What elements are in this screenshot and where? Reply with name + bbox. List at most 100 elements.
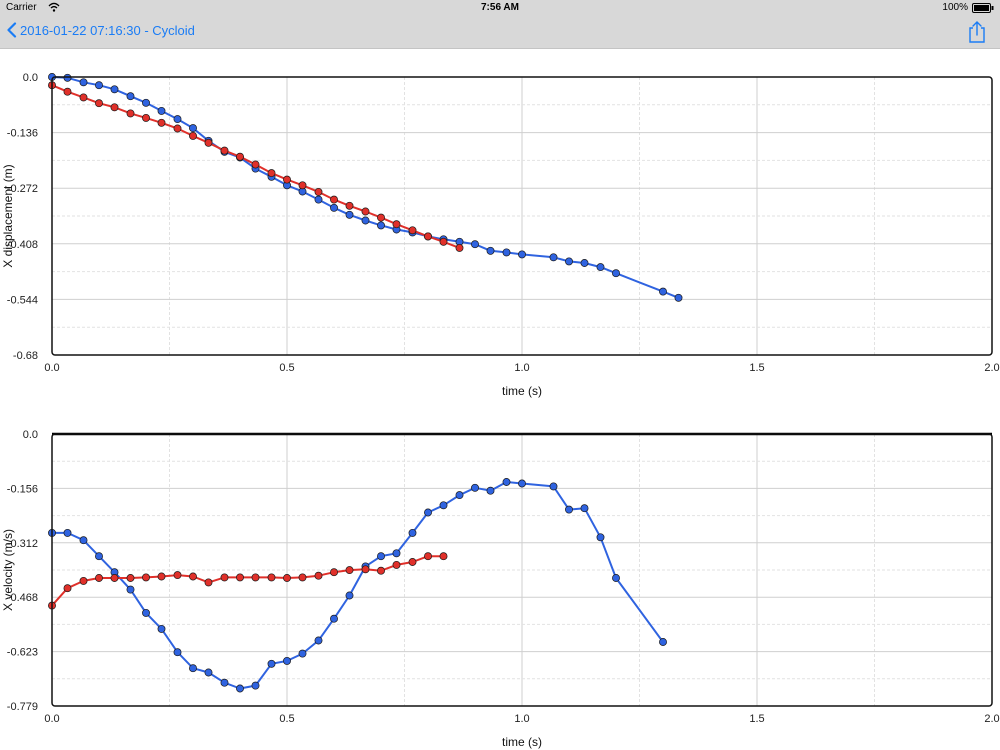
data-point <box>95 574 103 582</box>
data-point <box>173 115 182 124</box>
data-point <box>204 138 213 147</box>
back-button[interactable]: 2016-01-22 07:16:30 - Cycloid <box>6 21 195 43</box>
data-point <box>267 573 276 582</box>
data-point <box>659 638 667 646</box>
y-tick-label: -0.408 <box>7 239 38 251</box>
data-point <box>580 259 589 267</box>
data-point <box>314 187 323 196</box>
data-point <box>267 169 276 178</box>
data-point <box>79 93 88 102</box>
data-point <box>142 573 150 582</box>
data-point <box>142 608 150 617</box>
y-tick-label: -0.156 <box>7 483 38 495</box>
y-tick-label: -0.68 <box>13 350 38 362</box>
status-time: 7:56 AM <box>481 2 519 13</box>
y-tick-label: -0.272 <box>7 183 38 195</box>
data-point <box>345 591 354 600</box>
x-tick-label: 0.5 <box>279 713 294 725</box>
wifi-icon <box>48 2 60 12</box>
back-button-label: 2016-01-22 07:16:30 - Cycloid <box>20 23 195 38</box>
data-point <box>580 504 589 513</box>
data-point <box>612 269 620 278</box>
data-point <box>63 73 72 82</box>
data-point <box>204 578 213 587</box>
data-point <box>283 656 291 665</box>
data-point <box>549 253 558 262</box>
data-point <box>189 572 197 581</box>
series-1 <box>48 73 683 302</box>
data-point <box>471 483 479 492</box>
data-point <box>157 624 166 633</box>
data-point <box>79 576 88 585</box>
data-point <box>659 287 667 296</box>
data-point <box>173 124 182 133</box>
data-point <box>314 195 323 204</box>
data-point <box>408 226 417 235</box>
data-point <box>236 573 244 582</box>
data-point <box>565 505 573 514</box>
data-point <box>126 109 135 118</box>
data-point <box>110 574 119 582</box>
battery-percentage: 100% <box>942 2 968 13</box>
share-icon[interactable] <box>966 20 988 44</box>
chart-1: 0.0 0.5 1.0 1.5 2.0 0.0 -0.136 -0.272 -0.408 -0.5… <box>1 72 1000 398</box>
data-point <box>377 213 385 222</box>
x-tick-label: 1.0 <box>514 713 529 725</box>
carrier-label: Carrier <box>6 2 37 13</box>
series-2 <box>48 552 448 610</box>
data-point <box>236 152 244 161</box>
data-point <box>220 146 229 155</box>
y-tick-label: -0.544 <box>7 294 38 306</box>
data-point <box>95 99 103 108</box>
data-point <box>173 571 182 580</box>
data-point <box>361 565 370 574</box>
data-point <box>518 250 526 259</box>
data-point <box>408 528 417 537</box>
data-point <box>439 501 448 510</box>
data-point <box>392 549 401 558</box>
data-point <box>424 232 432 241</box>
battery-icon <box>972 3 994 13</box>
data-point <box>502 478 511 486</box>
data-point <box>330 195 338 204</box>
data-point <box>189 124 197 133</box>
series-2 <box>48 81 464 252</box>
charts-area: 0.0 0.5 1.0 1.5 2.0 0.0 -0.136 -0.272 -0.408 -0.5… <box>1 72 1000 749</box>
data-point <box>157 106 166 115</box>
data-point <box>173 648 182 657</box>
data-point <box>298 649 307 658</box>
data-point <box>95 81 103 90</box>
data-point <box>220 678 229 687</box>
data-point <box>63 87 72 96</box>
data-point <box>330 203 338 212</box>
data-point <box>220 573 229 582</box>
y-tick-label: -0.623 <box>7 647 38 659</box>
x-tick-label: 0.5 <box>279 362 294 374</box>
navigation-bar: 2016-01-22 07:16:30 - Cycloid <box>0 16 1000 49</box>
data-point <box>110 103 119 112</box>
y-axis-label: X displacement (m) <box>1 164 15 267</box>
data-point <box>345 566 354 575</box>
data-point <box>157 118 166 127</box>
data-point <box>612 574 620 582</box>
chevron-left-icon <box>7 22 17 38</box>
data-point <box>565 257 573 266</box>
data-point <box>424 552 432 561</box>
data-point <box>95 552 103 561</box>
x-axis-label: time (s) <box>502 384 542 398</box>
data-point <box>298 573 307 582</box>
x-tick-label: 0.0 <box>44 713 59 725</box>
x-tick-label: 1.5 <box>749 713 764 725</box>
data-point <box>377 552 385 561</box>
data-point <box>126 585 135 594</box>
data-point <box>126 92 135 101</box>
data-point <box>439 552 448 561</box>
data-point <box>314 636 323 645</box>
data-point <box>251 160 260 169</box>
data-point <box>392 220 401 229</box>
data-point <box>63 528 72 537</box>
data-point <box>361 207 370 216</box>
data-point <box>267 659 276 668</box>
x-tick-label: 2.0 <box>984 362 999 374</box>
data-point <box>157 572 166 581</box>
